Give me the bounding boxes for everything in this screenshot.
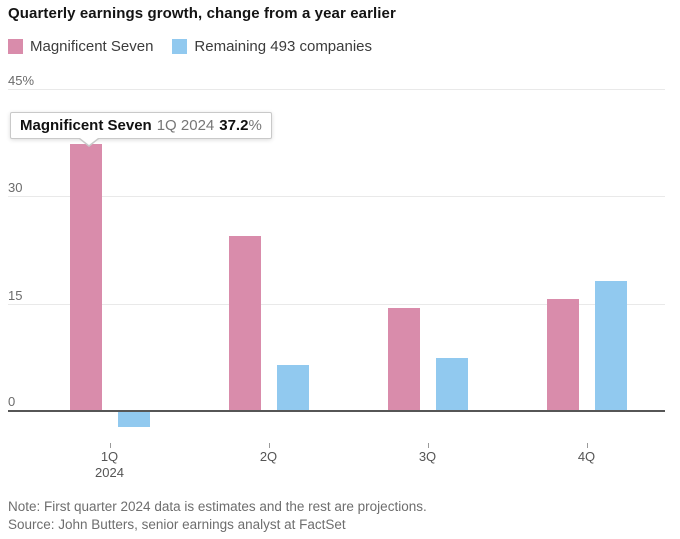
tooltip-series-name: Magnificent Seven (20, 117, 152, 134)
bar-remaining-493-companies-2q[interactable] (276, 364, 309, 410)
bar-magnificent-seven-4q[interactable] (546, 299, 579, 410)
gridline-45 (8, 89, 665, 90)
y-tick-label-0: 0 (8, 394, 19, 409)
x-tick-2q (268, 443, 270, 448)
tooltip: Magnificent Seven 1Q 2024 37.2 % (10, 112, 272, 147)
x-tick-label-4q: 4Q (577, 449, 596, 464)
bar-remaining-493-companies-1q[interactable] (117, 412, 150, 428)
x-axis-zero-line (8, 410, 665, 412)
legend-swatch-magnificent-seven (8, 39, 23, 54)
x-tick-label-2q: 2Q (259, 449, 278, 464)
x-tick-1q (109, 443, 111, 448)
y-tick-label-30: 30 (8, 180, 26, 195)
legend-label-magnificent-seven: Magnificent Seven (30, 38, 154, 55)
legend-item-remaining-493: Remaining 493 companies (172, 38, 372, 55)
y-tick-label-45: 45% (8, 73, 38, 88)
bar-magnificent-seven-3q[interactable] (387, 307, 420, 410)
gridline-15 (8, 304, 665, 305)
tooltip-period: 1Q 2024 (156, 117, 215, 134)
x-tick-label-1q: 1Q (100, 449, 119, 464)
chart-legend: Magnificent Seven Remaining 493 companie… (8, 38, 372, 55)
source-text: Source: John Butters, senior earnings an… (8, 517, 346, 532)
legend-swatch-remaining-493 (172, 39, 188, 54)
tooltip-value: 37.2 (219, 117, 249, 134)
x-tick-3q (427, 443, 429, 448)
note-text: Note: First quarter 2024 data is estimat… (8, 499, 427, 514)
x-tick-label-3q: 3Q (418, 449, 437, 464)
chart-title: Quarterly earnings growth, change from a… (8, 5, 396, 22)
bar-remaining-493-companies-4q[interactable] (594, 281, 627, 410)
tooltip-unit: % (248, 117, 262, 134)
footnotes: Note: First quarter 2024 data is estimat… (8, 498, 427, 534)
legend-label-remaining-493: Remaining 493 companies (194, 38, 373, 55)
tooltip-caret-fill (80, 138, 98, 145)
bar-remaining-493-companies-3q[interactable] (435, 358, 468, 410)
gridline-30 (8, 196, 665, 197)
y-tick-label-15: 15 (8, 288, 26, 303)
x-axis-year-label: 2024 (95, 465, 124, 480)
legend-item-magnificent-seven: Magnificent Seven (8, 38, 153, 55)
x-tick-4q (586, 443, 588, 448)
bar-magnificent-seven-1q[interactable] (69, 143, 102, 410)
bar-magnificent-seven-2q[interactable] (228, 236, 261, 410)
